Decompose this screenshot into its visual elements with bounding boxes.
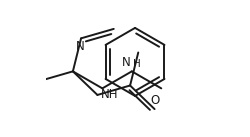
Text: N: N [76,40,84,53]
Text: O: O [150,94,158,107]
Text: NH: NH [101,89,118,101]
Text: N: N [122,56,130,69]
Text: H: H [132,59,140,69]
